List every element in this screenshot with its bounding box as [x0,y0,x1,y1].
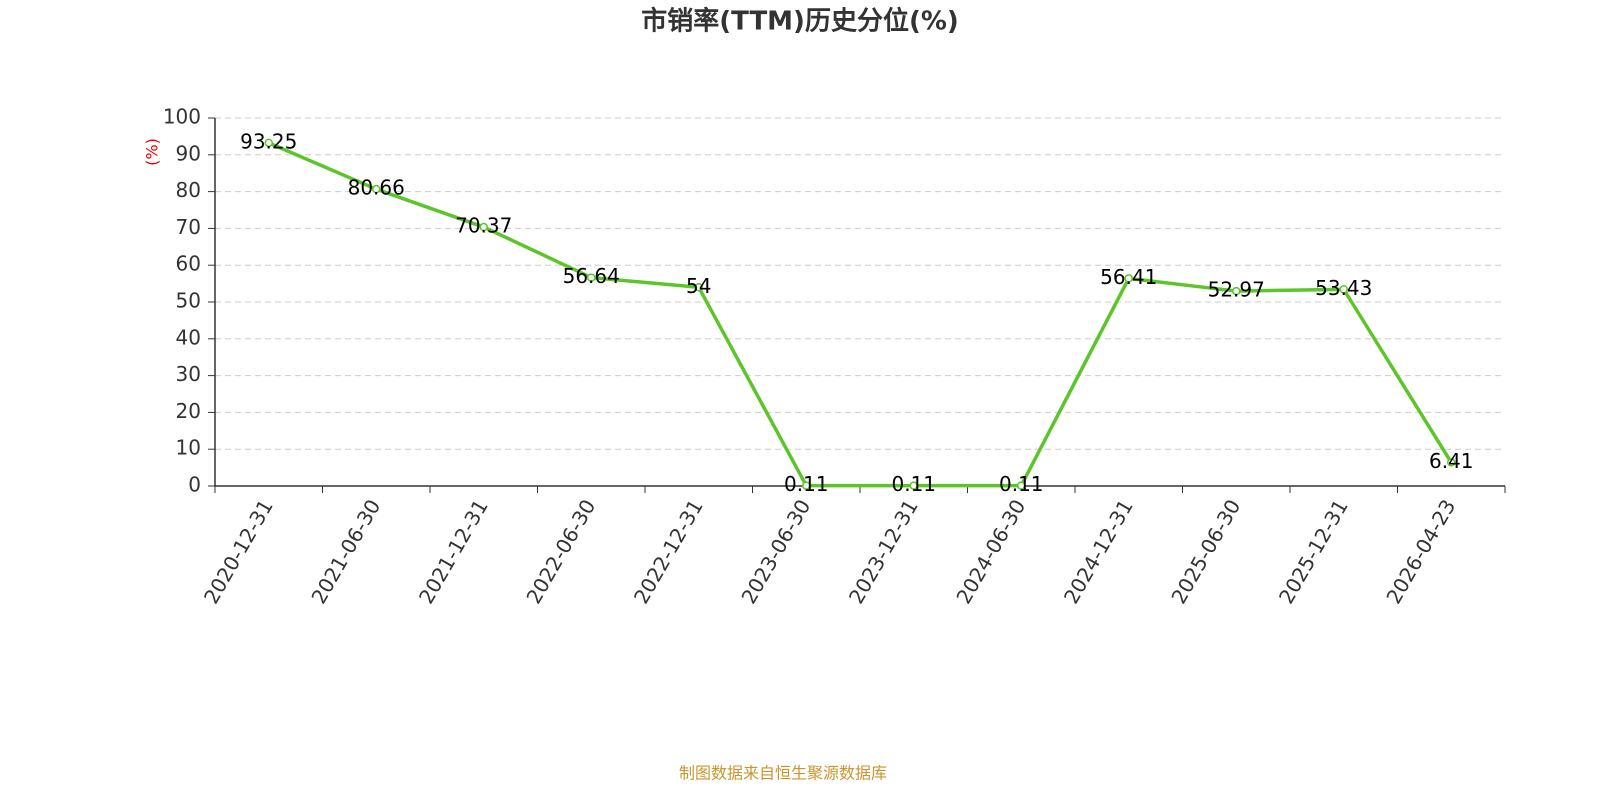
x-tick-label: 2023-06-30 [736,495,815,608]
data-point [694,283,703,292]
data-label: 93.25 [240,129,297,153]
data-label: 80.66 [348,176,405,200]
y-tick-label: 40 [176,325,201,349]
data-label: 0.11 [891,472,936,496]
data-label: 0.11 [999,472,1044,496]
data-point [1447,458,1456,467]
x-tick-label: 2025-06-30 [1166,495,1245,608]
source-note: 制图数据来自恒生聚源数据库 [679,764,887,783]
y-axis-label: (%) [143,138,162,166]
data-point [1339,285,1348,294]
x-tick-label: 2022-12-31 [629,495,708,608]
y-tick-label: 100 [163,105,201,129]
data-point [587,273,596,282]
y-tick-label: 20 [176,399,201,423]
data-point [264,138,273,148]
x-tick-label: 2026-04-23 [1381,495,1460,608]
x-tick-label: 2023-12-31 [844,495,923,608]
data-point [479,222,488,232]
y-tick-label: 30 [176,362,201,386]
data-line [268,141,1453,488]
y-tick-label: 80 [176,178,201,202]
data-label: 53.43 [1315,276,1372,300]
y-tick-label: 70 [176,215,201,239]
x-tick-label: 2024-06-30 [951,495,1030,608]
chart-title: 市销率(TTM)历史分位(%) [641,6,959,37]
x-tick-label: 2021-12-31 [414,495,493,608]
y-tick-label: 90 [176,141,201,165]
data-label: 0.11 [784,472,829,496]
y-tick-label: 60 [176,252,201,276]
data-label: 52.97 [1208,278,1265,302]
x-tick-label: 2021-06-30 [306,495,385,608]
y-tick-label: 0 [188,473,201,497]
x-tick-label: 2022-06-30 [521,495,600,608]
y-tick-label: 50 [176,289,201,313]
data-label: 6.41 [1429,449,1474,473]
data-point [372,184,381,194]
data-point [1124,274,1133,283]
data-point [1232,286,1241,296]
data-label: 70.37 [455,214,512,238]
y-tick-label: 10 [176,436,201,460]
data-label: 54 [686,274,711,298]
data-point [802,481,811,490]
x-tick-label: 2024-12-31 [1059,495,1138,608]
data-label: 56.64 [563,264,620,288]
data-point [909,481,918,490]
data-label: 56.41 [1100,265,1157,289]
data-point [1017,481,1026,490]
x-tick-label: 2020-12-31 [199,495,278,608]
x-tick-label: 2025-12-31 [1274,495,1353,608]
